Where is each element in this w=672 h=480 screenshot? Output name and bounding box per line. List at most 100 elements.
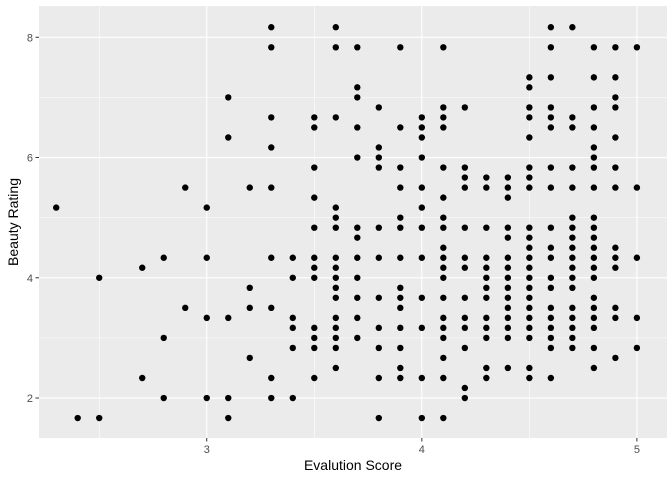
data-point — [397, 324, 404, 332]
data-point — [569, 304, 576, 312]
data-point — [246, 304, 253, 312]
data-point — [332, 204, 339, 211]
x-tick-label: 4 — [419, 444, 425, 456]
data-point — [311, 194, 318, 201]
data-point — [526, 84, 533, 91]
data-point — [590, 224, 598, 231]
data-point — [418, 184, 426, 191]
data-point — [547, 334, 555, 342]
y-tick-label: 2 — [27, 393, 33, 405]
data-point — [418, 134, 426, 141]
data-point — [461, 384, 469, 392]
data-point — [440, 44, 447, 51]
data-point — [569, 264, 576, 271]
data-point — [268, 374, 275, 382]
data-point — [504, 184, 512, 191]
data-point — [504, 234, 512, 241]
data-point — [547, 324, 555, 332]
data-point — [375, 294, 383, 301]
data-point — [590, 364, 598, 372]
data-point — [526, 334, 533, 342]
x-axis-title: Evalution Score — [304, 457, 402, 473]
data-point — [375, 154, 383, 161]
data-point — [569, 164, 576, 171]
data-point — [590, 324, 598, 332]
data-point — [569, 324, 576, 332]
data-point — [354, 154, 361, 161]
data-point — [354, 224, 361, 231]
axis-ticks — [35, 36, 638, 442]
data-point — [375, 374, 383, 382]
data-point — [440, 374, 447, 382]
data-point — [139, 374, 146, 382]
data-point — [332, 324, 339, 332]
data-point — [483, 334, 490, 342]
data-point — [547, 284, 555, 292]
data-point — [547, 244, 555, 251]
data-point — [590, 104, 598, 111]
data-point — [590, 124, 598, 131]
data-point — [547, 164, 555, 171]
data-point — [526, 104, 533, 111]
data-point — [225, 314, 232, 322]
data-point — [612, 254, 619, 261]
data-point — [203, 254, 210, 261]
data-point — [96, 274, 103, 281]
data-point — [268, 44, 275, 51]
data-point — [246, 284, 253, 292]
data-point — [311, 334, 318, 342]
data-point — [633, 344, 641, 352]
data-point — [397, 284, 404, 292]
data-point — [354, 334, 361, 342]
data-point — [375, 164, 383, 171]
data-point — [483, 274, 490, 281]
data-point — [332, 214, 339, 221]
data-point — [461, 264, 469, 271]
data-point — [53, 204, 60, 211]
data-point — [289, 314, 296, 322]
data-point — [440, 114, 447, 121]
data-point — [461, 294, 469, 301]
data-point — [612, 44, 619, 51]
data-point — [397, 214, 404, 221]
data-point — [354, 294, 361, 301]
data-point — [375, 414, 383, 422]
data-point — [547, 44, 555, 51]
data-point — [397, 344, 404, 352]
data-point — [268, 114, 275, 121]
data-point — [633, 254, 641, 261]
data-point — [332, 24, 339, 31]
data-point — [397, 224, 404, 231]
data-point — [461, 224, 469, 231]
data-point — [526, 184, 533, 191]
data-point — [612, 244, 619, 251]
data-point — [461, 164, 469, 171]
data-point — [332, 114, 339, 121]
data-point — [311, 124, 318, 131]
data-point — [547, 314, 555, 322]
data-point — [526, 274, 533, 281]
data-point — [569, 184, 576, 191]
data-point — [354, 274, 361, 281]
data-point — [225, 394, 232, 402]
data-point — [526, 164, 533, 171]
data-point — [504, 294, 512, 301]
data-point — [504, 284, 512, 292]
data-point — [354, 94, 361, 101]
data-point — [354, 314, 361, 322]
data-point — [504, 274, 512, 281]
data-point — [440, 224, 447, 231]
data-point — [354, 234, 361, 241]
data-point — [590, 244, 598, 251]
data-point — [311, 264, 318, 271]
data-point — [504, 264, 512, 271]
data-point — [569, 244, 576, 251]
data-point — [461, 184, 469, 191]
data-point — [246, 184, 253, 191]
data-point — [268, 24, 275, 31]
data-point — [483, 224, 490, 231]
data-point — [418, 154, 426, 161]
data-point — [182, 184, 189, 191]
data-point — [590, 214, 598, 221]
